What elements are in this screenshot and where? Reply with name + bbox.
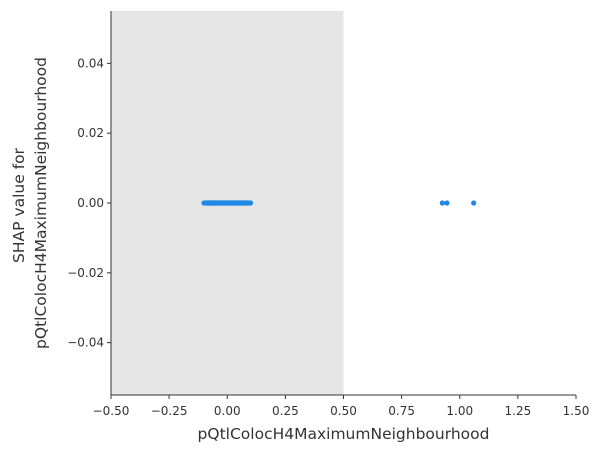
- x-tick-label: 0.50: [330, 404, 357, 418]
- x-tick-label: 0.75: [388, 404, 415, 418]
- data-point: [439, 200, 445, 206]
- x-axis-title: pQtlColocH4MaximumNeighbourhood: [198, 425, 490, 443]
- y-tick-label: 0.02: [77, 126, 104, 140]
- x-tick-label: −0.25: [151, 404, 188, 418]
- x-tick-label: 1.25: [505, 404, 532, 418]
- x-tick-label: 0.25: [272, 404, 299, 418]
- x-tick-label: 1.50: [563, 404, 590, 418]
- x-tick-label: 0.00: [214, 404, 241, 418]
- data-point-band: [204, 200, 251, 206]
- y-axis-title: SHAP value for pQtlColocH4MaximumNeighbo…: [10, 57, 50, 349]
- y-axis-ticks: 0.04 0.02 0.00 −0.02 −0.04: [67, 56, 111, 350]
- y-axis-title-line-2: pQtlColocH4MaximumNeighbourhood: [32, 57, 50, 349]
- x-tick-label: −0.50: [93, 404, 130, 418]
- y-axis-title-line-1: SHAP value for: [10, 147, 28, 263]
- x-tick-label: 1.00: [446, 404, 473, 418]
- y-tick-label: 0.00: [77, 196, 104, 210]
- data-point: [471, 200, 477, 206]
- x-axis-ticks: −0.50 −0.25 0.00 0.25 0.50 0.75 1.00 1.25 1.50: [93, 395, 590, 418]
- points-layer: [201, 200, 477, 206]
- y-tick-label: −0.04: [67, 336, 104, 350]
- y-tick-label: 0.04: [77, 56, 104, 70]
- y-tick-label: −0.02: [67, 266, 104, 280]
- data-point: [444, 200, 450, 206]
